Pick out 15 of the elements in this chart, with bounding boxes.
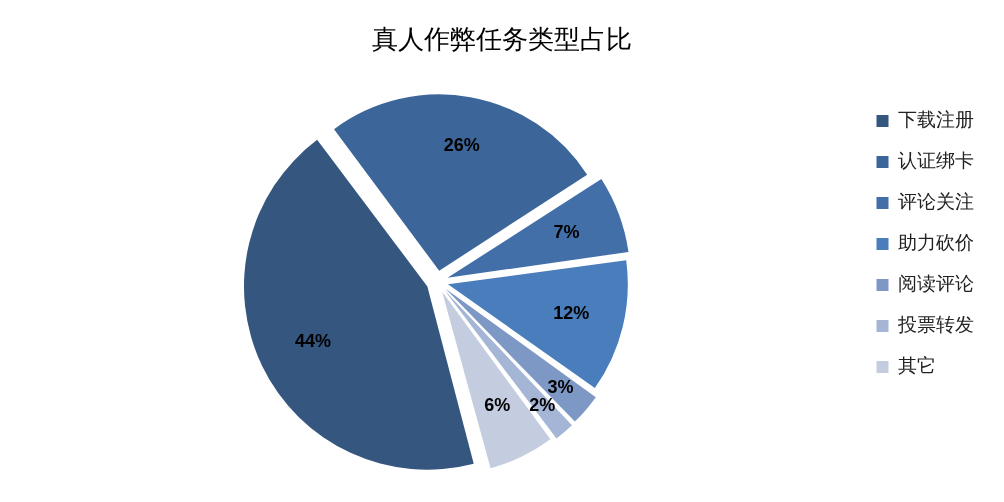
data-label: 2% bbox=[529, 394, 556, 415]
data-label: 44% bbox=[294, 330, 332, 351]
data-label: 3% bbox=[547, 376, 574, 397]
chart-title: 真人作弊任务类型占比 bbox=[372, 24, 632, 55]
data-label: 26% bbox=[443, 134, 480, 155]
data-label: 7% bbox=[553, 222, 580, 243]
data-label: 12% bbox=[553, 303, 590, 324]
legend-label: 其它 bbox=[898, 353, 936, 376]
legend-label: 下载注册 bbox=[898, 107, 974, 130]
legend-label: 助力砍价 bbox=[898, 230, 974, 253]
legend-label: 认证绑卡 bbox=[898, 148, 974, 171]
legend-label: 投票转发 bbox=[897, 312, 974, 335]
legend-label: 评论关注 bbox=[898, 189, 974, 212]
legend-label: 阅读评论 bbox=[898, 271, 974, 294]
data-label: 6% bbox=[484, 394, 511, 415]
